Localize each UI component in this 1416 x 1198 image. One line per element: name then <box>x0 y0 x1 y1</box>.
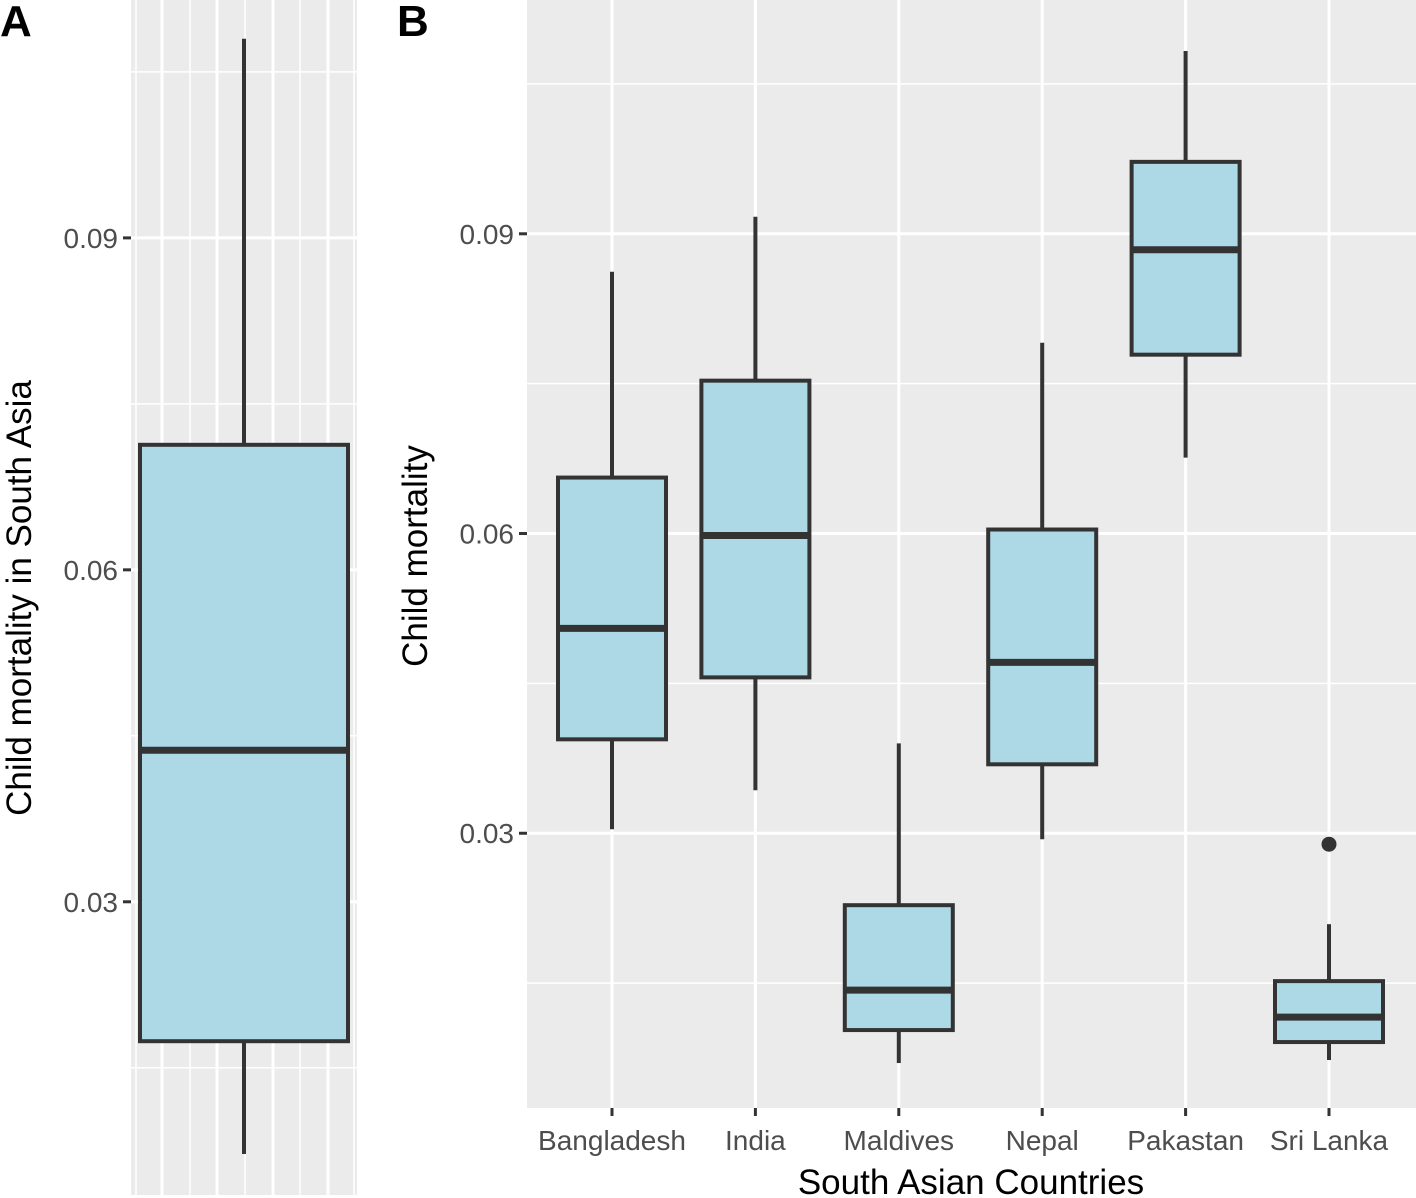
iqr-box <box>699 378 812 680</box>
iqr-box <box>1129 159 1242 357</box>
x-tick-label: Bangladesh <box>538 1125 686 1156</box>
iqr-box <box>986 527 1099 767</box>
panel-a-letter: A <box>0 0 32 46</box>
x-tick-label: Pakastan <box>1127 1125 1244 1156</box>
panel-b-box-1 <box>699 216 812 791</box>
y-tick-label: 0.09 <box>64 223 119 254</box>
panel-b-box-0 <box>556 271 668 830</box>
y-tick-label: 0.06 <box>64 555 119 586</box>
panel-a-y-axis-title: Child mortality in South Asia <box>0 380 39 816</box>
panel-b-x-axis-title: South Asian Countries <box>798 1163 1144 1198</box>
panel-a-y-axis: 0.03 0.06 0.09 <box>64 223 131 918</box>
panel-a-boxes <box>138 38 350 1155</box>
panel-b-y-axis: 0.03 0.06 0.09 <box>460 219 527 849</box>
y-tick-label: 0.09 <box>460 219 515 250</box>
panel-b-box-2 <box>842 743 955 1064</box>
y-tick-label: 0.06 <box>460 519 515 550</box>
iqr-box <box>1273 979 1385 1045</box>
iqr-box <box>556 475 668 742</box>
panel-b-box-5 <box>1273 836 1385 1061</box>
x-tick-label: Maldives <box>844 1125 954 1156</box>
y-tick-label: 0.03 <box>64 887 119 918</box>
x-tick-label: Nepal <box>1006 1125 1079 1156</box>
x-tick-label: India <box>725 1125 786 1156</box>
panel-b-y-axis-title: Child mortality <box>396 445 435 667</box>
iqr-box <box>842 903 955 1033</box>
panel-b-background <box>527 0 1416 1108</box>
y-tick-label: 0.03 <box>460 818 515 849</box>
x-tick-label: Sri Lanka <box>1270 1125 1389 1156</box>
outlier-point <box>1321 836 1337 852</box>
panel-b-box-3 <box>986 342 1099 840</box>
panel-b-box-4 <box>1129 50 1242 458</box>
panel-b-boxes <box>556 50 1385 1064</box>
panel-b-letter: B <box>397 0 429 46</box>
panel-b: 0.03 0.06 0.09 Bangladesh India Maldives Nepa… <box>396 0 1416 1198</box>
panel-b-x-axis: Bangladesh India Maldives Nepal Pakastan Sri … <box>538 1108 1389 1156</box>
panel-a-box-0 <box>138 38 350 1155</box>
iqr-box <box>138 442 350 1044</box>
panel-a: 0.03 0.06 0.09 A Child mortality in South … <box>0 0 357 1195</box>
